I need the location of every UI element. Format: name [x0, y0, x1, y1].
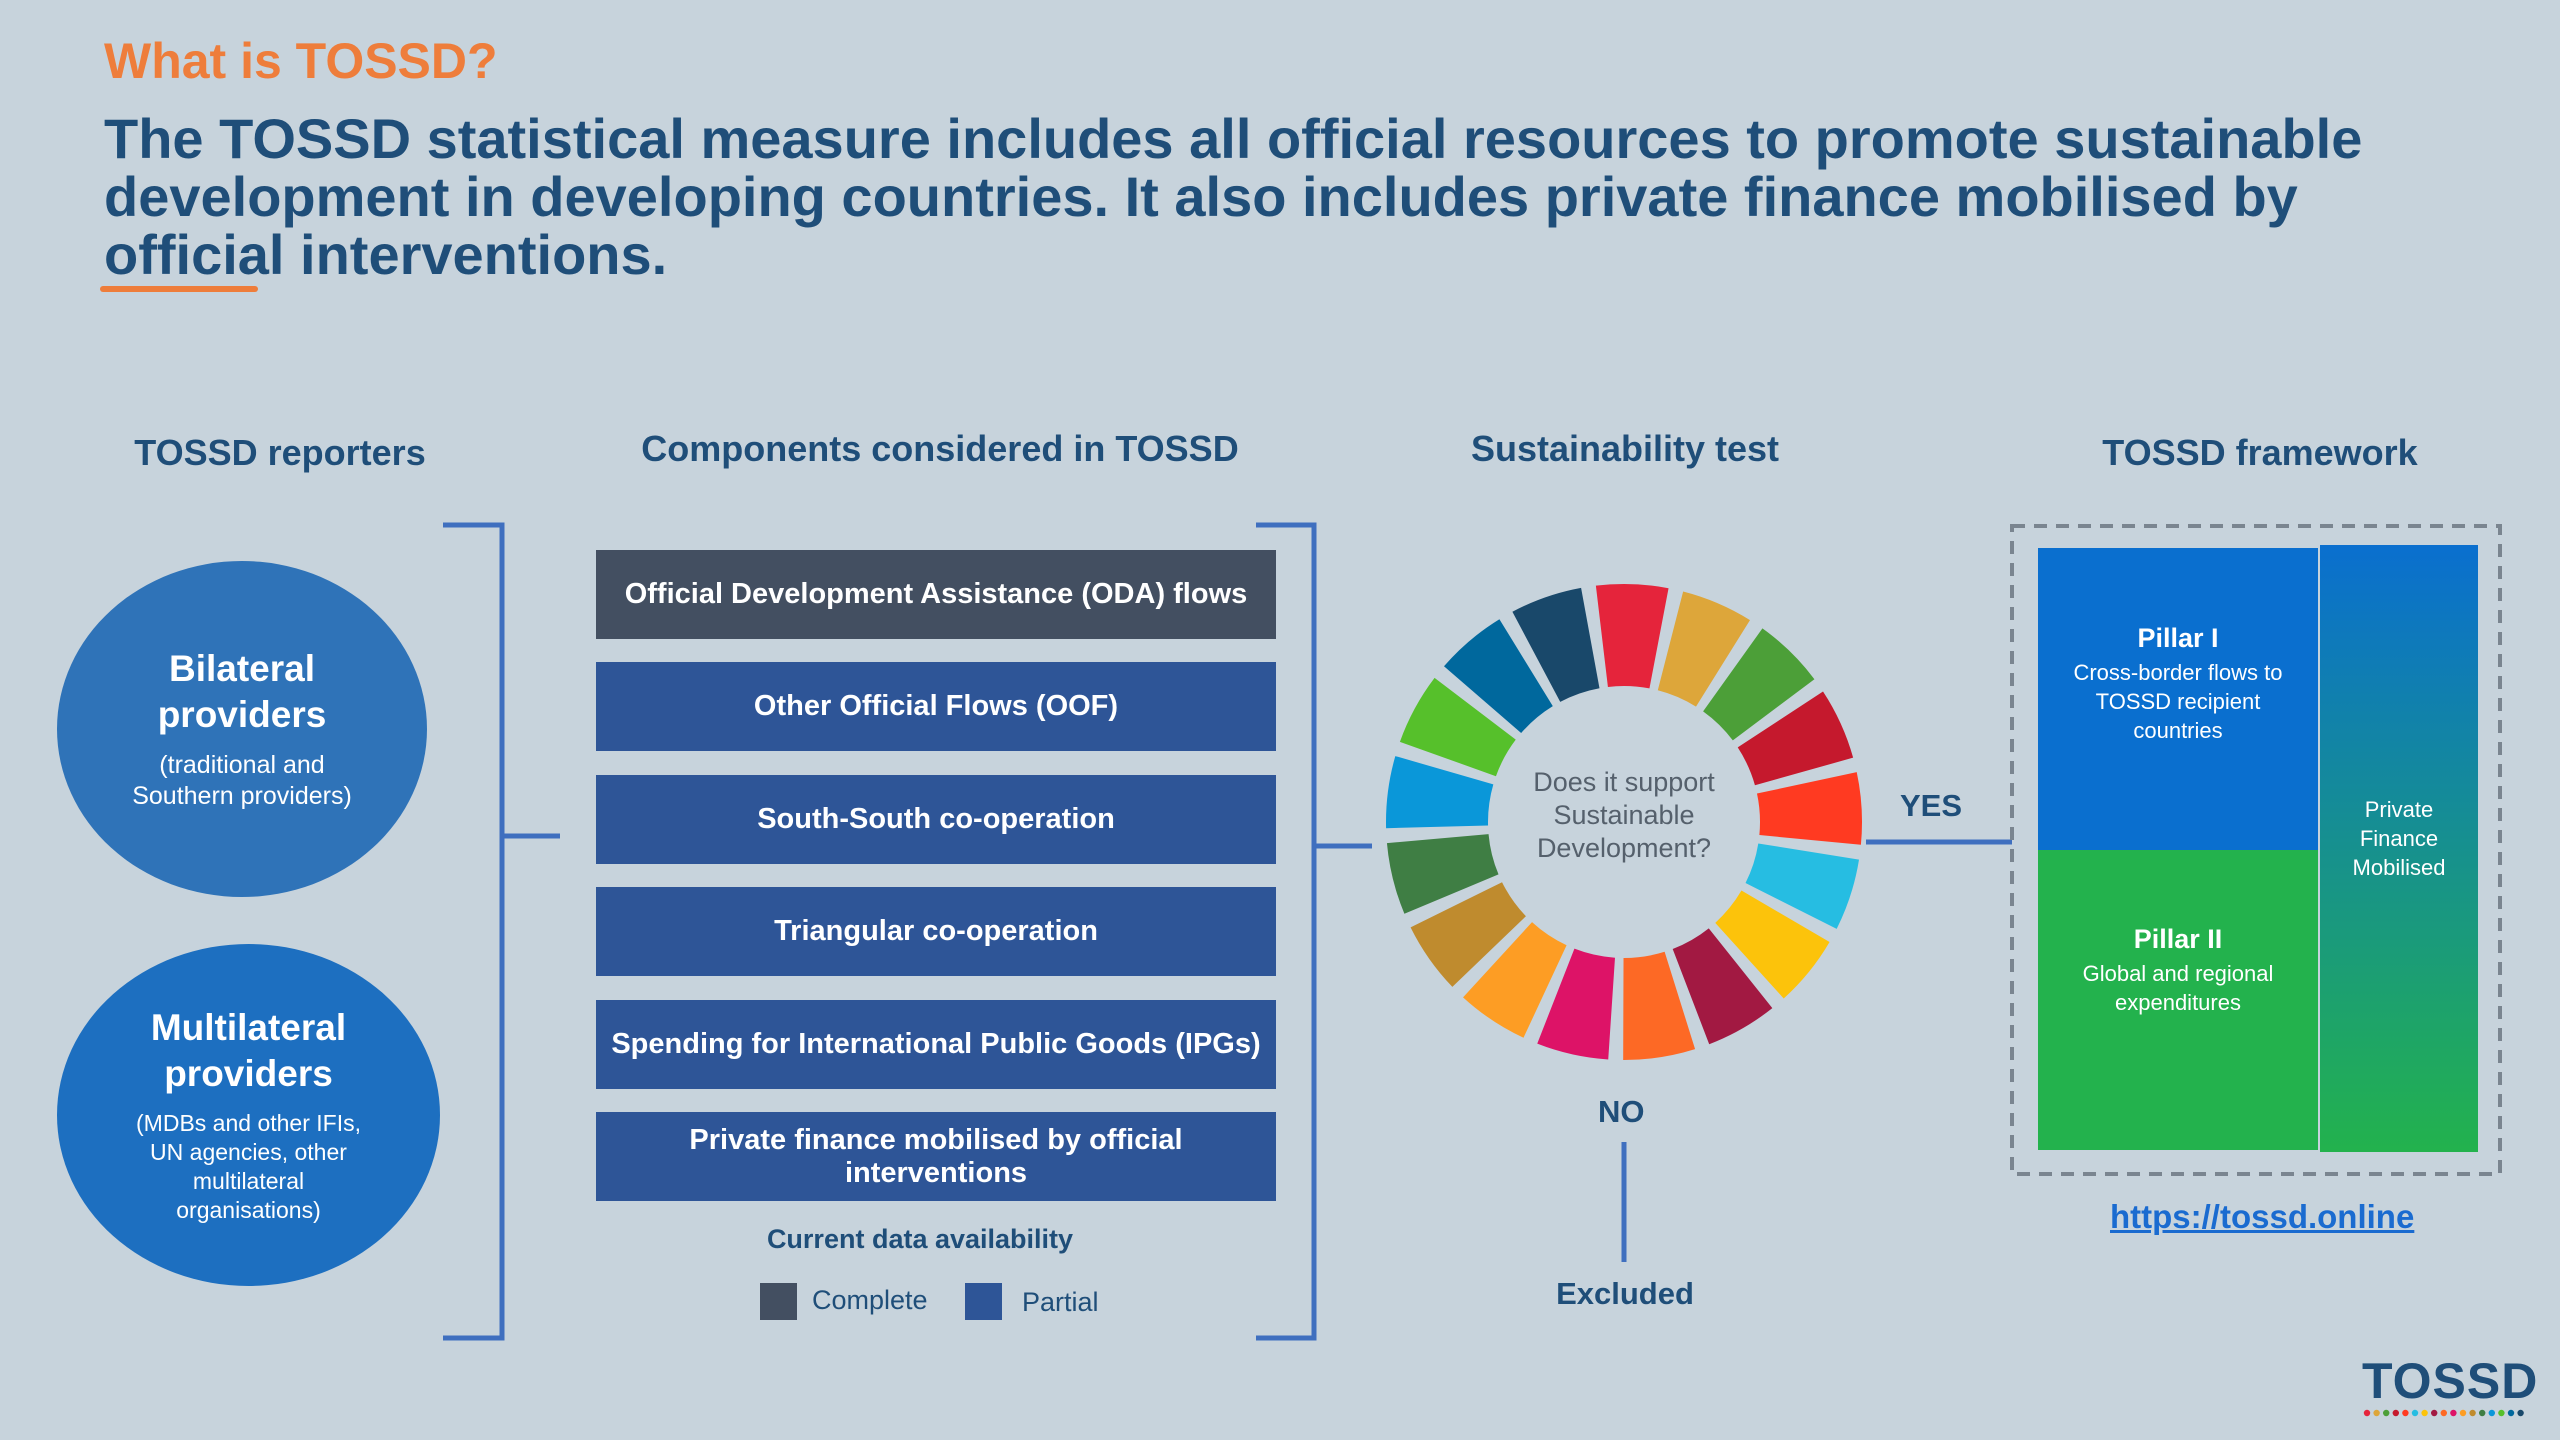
sdg-segment-5	[1756, 772, 1862, 845]
logo-dot	[2363, 1409, 2371, 1417]
component-oda: Official Development Assistance (ODA) fl…	[596, 550, 1276, 639]
legend-title: Current data availability	[766, 1224, 1074, 1254]
logo-dot	[2498, 1409, 2505, 1417]
sdg-segment-7	[1715, 890, 1830, 999]
component-triangular-label: Triangular co-operation	[774, 915, 1098, 947]
sdg-segment-16	[1443, 619, 1553, 734]
legend-complete-label: Complete	[812, 1285, 928, 1315]
sdg-segment-9	[1623, 951, 1696, 1060]
pillar-1-title: Pillar I	[2137, 623, 2219, 653]
sdg-segment-15	[1399, 677, 1516, 777]
sdg-wheel	[1386, 584, 1862, 1060]
no-label: NO	[1598, 1094, 1645, 1129]
logo-dot	[2431, 1409, 2438, 1417]
column-heading-reporters: TOSSD reporters	[134, 432, 426, 473]
component-private-finance: Private finance mobilised by official in…	[596, 1112, 1276, 1201]
sdg-segment-4	[1737, 691, 1854, 786]
multilateral-providers-ellipse: Multilateral providers (MDBs and other I…	[57, 944, 440, 1286]
pillar-2-description: Global and regional expenditures	[2082, 960, 2274, 1015]
component-ipgs: Spending for International Public Goods …	[596, 1000, 1276, 1089]
bilateral-providers-ellipse: Bilateral providers (traditional and Sou…	[57, 561, 427, 897]
column-heading-test: Sustainability test	[1470, 428, 1780, 469]
pillar-2-box: Pillar II Global and regional expenditur…	[2038, 850, 2318, 1150]
sdg-segment-6	[1745, 843, 1860, 929]
column-heading-components: Components considered in TOSSD	[641, 428, 1239, 469]
private-finance-box: Private Finance Mobilised	[2320, 545, 2478, 1152]
logo-dot	[2411, 1409, 2419, 1417]
bilateral-providers-subtitle: (traditional and Southern providers)	[132, 751, 352, 810]
headline: The TOSSD statistical measure includes a…	[104, 107, 2363, 286]
legend-partial-swatch	[965, 1283, 1002, 1320]
column-heading-framework: TOSSD framework	[2102, 432, 2418, 473]
logo-dot	[2469, 1409, 2476, 1417]
component-triangular: Triangular co-operation	[596, 887, 1276, 976]
component-south-south-label: South-South co-operation	[757, 803, 1115, 835]
logo-dot	[2450, 1409, 2457, 1417]
logo-dot	[2459, 1409, 2467, 1417]
logo-dot	[2440, 1409, 2447, 1417]
component-oof-label: Other Official Flows (OOF)	[753, 690, 1119, 722]
private-finance-label: Private Finance Mobilised	[2352, 797, 2446, 880]
excluded-label: Excluded	[1556, 1276, 1694, 1311]
framework-dashed-border	[2010, 524, 2502, 1176]
logo-dot	[2402, 1409, 2409, 1417]
components-bracket	[1256, 522, 1317, 1341]
sdg-segment-12	[1410, 882, 1526, 987]
sdg-segment-17	[1512, 587, 1600, 702]
component-oda-label: Official Development Assistance (ODA) fl…	[624, 578, 1248, 610]
tossd-logo-dots	[2363, 1409, 2524, 1417]
component-south-south: South-South co-operation	[596, 775, 1276, 864]
pillar-2-title: Pillar II	[2133, 923, 2223, 954]
sdg-segment-14	[1386, 756, 1494, 829]
logo-dot	[2479, 1409, 2486, 1417]
sdg-segment-8	[1672, 928, 1773, 1045]
sdg-segment-3	[1703, 628, 1815, 741]
sdg-segment-2	[1657, 591, 1750, 707]
multilateral-providers-title: Multilateral providers	[150, 1007, 347, 1094]
tossd-link[interactable]: https://tossd.online	[2110, 1198, 2415, 1235]
logo-dot	[2488, 1409, 2495, 1417]
component-ipgs-label: Spending for International Public Goods …	[611, 1028, 1261, 1060]
yes-label: YES	[1900, 788, 1963, 823]
sdg-segment-1	[1595, 584, 1669, 689]
tossd-logo: TOSSD	[2362, 1353, 2539, 1409]
legend-partial-label: Partial	[1022, 1287, 1099, 1317]
logo-dot	[2392, 1409, 2399, 1417]
component-private-finance-label: Private finance mobilised by official in…	[689, 1123, 1183, 1189]
kicker-title: What is TOSSD?	[104, 33, 498, 89]
logo-dot	[2517, 1409, 2524, 1417]
sdg-segment-13	[1386, 834, 1499, 914]
legend-complete-swatch	[760, 1283, 797, 1320]
logo-dot	[2383, 1409, 2390, 1417]
sustainability-question: Does it support Sustainable Development?	[1533, 767, 1715, 863]
reporters-bracket	[443, 522, 505, 1341]
component-oof: Other Official Flows (OOF)	[596, 662, 1276, 751]
sdg-segment-10	[1537, 948, 1615, 1060]
logo-dot	[2421, 1409, 2428, 1417]
headline-accent-underline	[100, 286, 258, 292]
pillar-1-description: Cross-border flows to TOSSD recipient co…	[2073, 660, 2283, 743]
bilateral-providers-title: Bilateral providers	[157, 648, 327, 735]
sdg-segment-11	[1463, 922, 1567, 1038]
pillar-1-box: Pillar I Cross-border flows to TOSSD rec…	[2038, 548, 2318, 850]
multilateral-providers-subtitle: (MDBs and other IFIs, UN agencies, other…	[136, 1110, 361, 1223]
logo-dot	[2507, 1409, 2515, 1417]
logo-dot	[2373, 1409, 2380, 1417]
